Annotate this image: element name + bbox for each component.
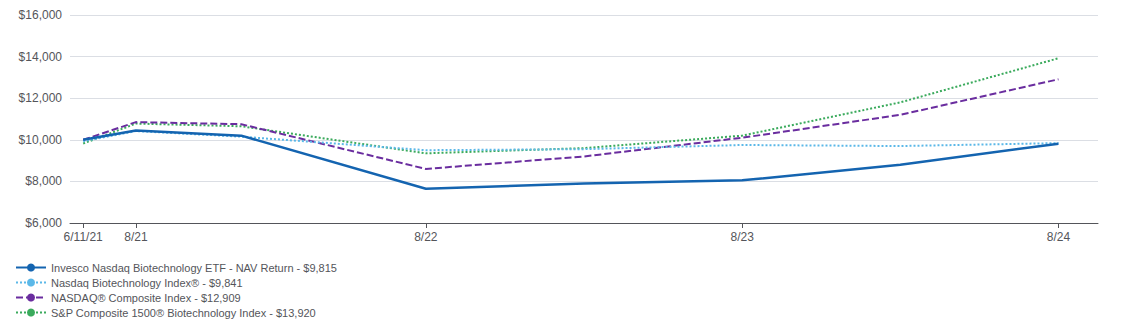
svg-text:8/21: 8/21: [124, 230, 148, 244]
svg-text:Nasdaq Biotechnology Index® -: Nasdaq Biotechnology Index® - $9,841: [51, 277, 243, 289]
svg-text:S&P Composite 1500® Biotechnol: S&P Composite 1500® Biotechnology Index …: [51, 307, 316, 319]
svg-text:$12,000: $12,000: [19, 91, 63, 105]
svg-text:8/23: 8/23: [730, 230, 754, 244]
svg-text:6/11/21: 6/11/21: [64, 230, 103, 244]
svg-text:$8,000: $8,000: [25, 174, 62, 188]
svg-text:Invesco Nasdaq Biotechnology E: Invesco Nasdaq Biotechnology ETF - NAV R…: [51, 262, 337, 274]
svg-text:$10,000: $10,000: [19, 133, 63, 147]
svg-text:$14,000: $14,000: [19, 50, 63, 64]
svg-text:8/24: 8/24: [1047, 230, 1071, 244]
svg-text:NASDAQ® Composite Index - $12,: NASDAQ® Composite Index - $12,909: [51, 292, 241, 304]
svg-text:8/22: 8/22: [414, 230, 438, 244]
svg-text:$6,000: $6,000: [25, 216, 62, 230]
svg-text:$16,000: $16,000: [19, 8, 63, 22]
